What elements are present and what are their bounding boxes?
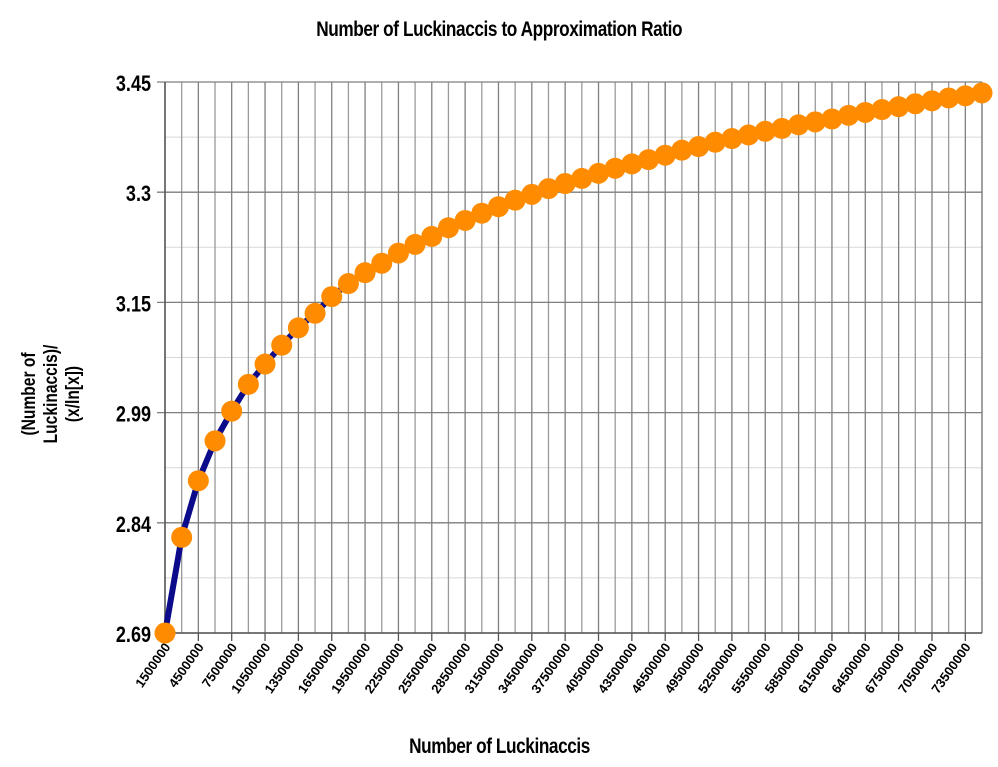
data-point (838, 104, 860, 126)
data-point (721, 128, 743, 150)
data-point (337, 273, 359, 295)
data-point (504, 189, 526, 211)
data-point (671, 139, 693, 161)
data-point (788, 114, 810, 136)
chart-title: Number of Luckinaccis to Approximation R… (316, 18, 683, 41)
data-point (387, 242, 409, 264)
data-point (754, 120, 776, 142)
data-point (371, 252, 393, 274)
data-point (888, 96, 910, 118)
data-point (604, 157, 626, 179)
data-point (738, 124, 760, 146)
data-point (621, 153, 643, 175)
y-tick-label: 2.69 (116, 623, 151, 647)
data-point (804, 111, 826, 133)
data-point (187, 470, 209, 492)
data-point (704, 131, 726, 153)
data-point (537, 178, 559, 200)
data-point (204, 430, 226, 452)
data-point (321, 286, 343, 308)
data-point (404, 233, 426, 255)
data-point (471, 202, 493, 224)
data-point (971, 82, 993, 104)
data-point (171, 526, 193, 548)
data-point (454, 209, 476, 231)
y-tick-label: 3.15 (116, 293, 151, 317)
data-point (938, 87, 960, 109)
data-point (304, 302, 326, 324)
data-point (221, 400, 243, 422)
x-axis-label: Number of Luckinaccis (409, 735, 590, 758)
data-point (954, 85, 976, 107)
y-tick-label: 3.3 (126, 183, 151, 207)
data-point (421, 225, 443, 247)
data-point (437, 217, 459, 239)
data-point (638, 149, 660, 171)
data-point (588, 162, 610, 184)
data-point (821, 108, 843, 130)
data-point (654, 144, 676, 166)
data-point (904, 93, 926, 115)
data-point (487, 196, 509, 218)
data-point (871, 99, 893, 121)
data-point (354, 262, 376, 284)
data-point (921, 90, 943, 112)
data-point (771, 117, 793, 139)
data-point (271, 334, 293, 356)
data-point (688, 136, 710, 158)
data-point (554, 173, 576, 194)
data-point (287, 317, 309, 339)
data-point (854, 101, 876, 123)
data-point (521, 183, 543, 205)
y-tick-label: 3.45 (116, 72, 151, 96)
data-point (237, 373, 259, 395)
data-point (571, 167, 593, 189)
data-point (154, 622, 176, 644)
y-tick-label: 2.84 (116, 513, 152, 537)
y-tick-label: 2.99 (116, 403, 151, 427)
data-point (254, 353, 276, 375)
